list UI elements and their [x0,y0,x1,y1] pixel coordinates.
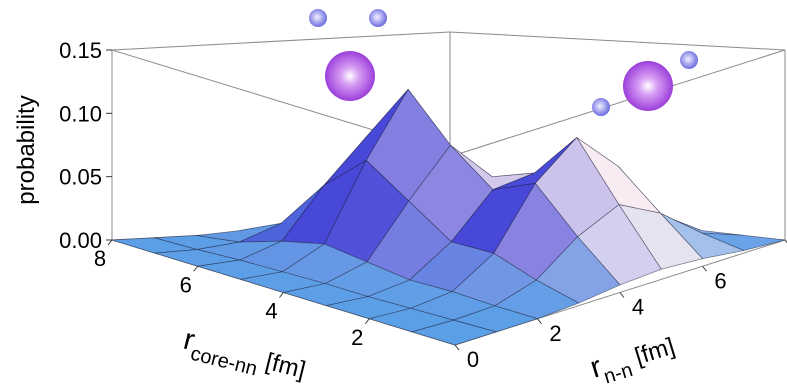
z-tick-label: 0.05 [59,165,102,190]
surface-patch [411,319,497,346]
y-tick-label: 2 [549,321,561,346]
y-tick [619,292,625,298]
x-axis-label: rcore-nn [fm] [179,323,310,385]
x-axis-subscript: core-nn [188,343,259,381]
y-tick [784,239,787,244]
x-tick [193,265,199,272]
y-tick-label: 6 [714,268,726,293]
frame-edge [449,31,786,51]
x-tick-label: 8 [94,246,106,271]
z-axis-label: probability [13,95,40,204]
x-tick [364,318,370,325]
plot-area: 0.000.050.100.15246802468 [59,31,787,372]
y-tick [454,344,460,351]
y-tick-label: 4 [632,295,644,320]
neutron-icon [680,51,698,69]
z-tick-label: 0.00 [59,228,102,253]
y-tick [537,318,542,325]
x-tick [279,292,284,298]
x-tick-label: 6 [180,272,192,297]
molecule-icons [309,9,698,116]
y-tick [702,265,707,272]
y-axis-unit: [fm] [632,333,678,371]
neutron-icon [369,9,387,27]
frame-edge [454,49,786,156]
z-tick-label: 0.10 [59,101,102,126]
y-axis-subscript: n-n [601,359,635,385]
y-tick-label: 0 [467,347,479,372]
neutron-icon [592,98,610,116]
core-icon [623,61,673,111]
x-axis-unit: [fm] [263,348,308,384]
frame-edge [111,31,451,51]
x-tick [107,239,113,246]
z-tick-label: 0.15 [59,38,102,63]
y-axis-label: rn-n[fm] [586,328,680,385]
x-tick-label: 2 [351,325,363,350]
core-icon [325,51,375,101]
neutron-icon [309,9,327,27]
x-tick-label: 4 [265,299,277,324]
